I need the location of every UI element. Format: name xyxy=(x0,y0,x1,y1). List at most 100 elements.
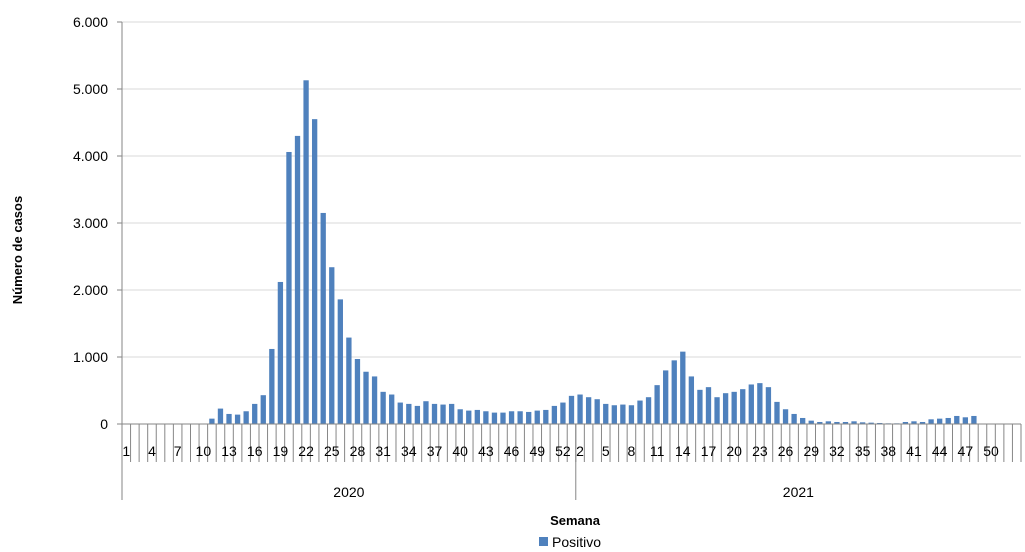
x-tick-label: 7 xyxy=(174,443,182,459)
bar xyxy=(483,411,489,424)
x-tick-label: 40 xyxy=(452,443,468,459)
bar xyxy=(551,405,558,424)
bar xyxy=(663,370,669,424)
bar xyxy=(560,402,566,424)
x-tick-label: 52 xyxy=(555,443,571,459)
bar xyxy=(500,412,506,424)
x-axis-title: Semana xyxy=(550,513,601,528)
bar xyxy=(491,412,498,424)
x-tick-label: 22 xyxy=(298,443,314,459)
x-tick-label: 14 xyxy=(675,443,691,459)
bar xyxy=(329,267,335,424)
bar xyxy=(808,420,814,424)
bar xyxy=(825,421,832,424)
bar xyxy=(859,422,866,424)
x-tick-label: 31 xyxy=(375,443,391,459)
bar xyxy=(277,281,284,424)
x-tick-label: 35 xyxy=(855,443,871,459)
x-tick-label: 49 xyxy=(529,443,545,459)
bar xyxy=(371,376,378,424)
x-tick-label: 34 xyxy=(401,443,417,459)
bar xyxy=(765,387,772,424)
x-tick-label: 16 xyxy=(247,443,263,459)
x-tick-label: 47 xyxy=(958,443,974,459)
bar xyxy=(628,405,635,424)
legend-swatch xyxy=(539,537,548,546)
bar xyxy=(637,400,643,424)
bars xyxy=(209,80,977,425)
x-tick-label: 50 xyxy=(983,443,999,459)
bar xyxy=(217,408,224,424)
x-tick-label: 13 xyxy=(221,443,237,459)
x-tick-label: 41 xyxy=(906,443,922,459)
bar xyxy=(508,411,515,424)
bar xyxy=(654,385,660,424)
bar xyxy=(252,403,258,424)
bar xyxy=(740,389,746,424)
x-tick-label: 11 xyxy=(650,443,665,459)
x-tick-label: 10 xyxy=(196,443,212,459)
x-tick-label: 20 xyxy=(726,443,742,459)
bar xyxy=(389,394,395,424)
bar xyxy=(928,419,934,424)
x-tick-label: 28 xyxy=(350,443,366,459)
bar xyxy=(354,359,361,424)
x-tick-label: 25 xyxy=(324,443,340,459)
bar xyxy=(311,119,318,425)
year-label: 2021 xyxy=(783,484,814,500)
y-tick-label: 4.000 xyxy=(73,148,108,164)
bar xyxy=(748,384,754,424)
bar xyxy=(603,403,609,424)
bar xyxy=(209,418,215,424)
bar xyxy=(954,415,960,424)
bar xyxy=(568,395,575,424)
bar xyxy=(911,421,917,424)
bar xyxy=(320,212,326,424)
bar xyxy=(868,422,874,424)
bar xyxy=(406,403,412,424)
y-tick-label: 3.000 xyxy=(73,215,108,231)
x-tick-label: 37 xyxy=(427,443,443,459)
y-tick-label: 6.000 xyxy=(73,14,108,30)
bar xyxy=(294,135,301,424)
bar xyxy=(645,397,652,424)
bar xyxy=(877,422,883,424)
x-tick-label: 23 xyxy=(752,443,768,459)
bar xyxy=(577,394,583,424)
bar xyxy=(363,371,369,424)
bar xyxy=(680,351,686,424)
bar xyxy=(782,409,789,424)
x-tick-label: 38 xyxy=(881,443,897,459)
legend: Positivo xyxy=(539,534,601,550)
x-tick-label: 29 xyxy=(803,443,819,459)
x-tick-label: 17 xyxy=(701,443,717,459)
bar xyxy=(971,415,977,424)
bar xyxy=(594,399,600,424)
bar xyxy=(585,397,592,424)
bar xyxy=(286,151,292,425)
bar xyxy=(303,80,309,424)
bar xyxy=(962,417,969,424)
bar xyxy=(346,337,352,424)
bar xyxy=(466,410,472,424)
x-tick-label: 5 xyxy=(602,443,610,459)
bar xyxy=(243,411,249,424)
legend-label: Positivo xyxy=(552,534,601,550)
bar xyxy=(474,409,480,424)
bar xyxy=(337,299,343,424)
bar xyxy=(842,421,849,424)
bar xyxy=(534,410,540,424)
bar xyxy=(397,402,403,424)
gridlines xyxy=(117,21,1021,425)
y-tick-label: 1.000 xyxy=(73,349,108,365)
bar xyxy=(380,391,386,424)
bar xyxy=(620,404,626,424)
bar xyxy=(722,393,729,424)
bar xyxy=(791,413,797,424)
x-tick-label: 43 xyxy=(478,443,494,459)
bar xyxy=(611,405,617,424)
y-tick-label: 2.000 xyxy=(73,282,108,298)
x-tick-label: 32 xyxy=(829,443,845,459)
